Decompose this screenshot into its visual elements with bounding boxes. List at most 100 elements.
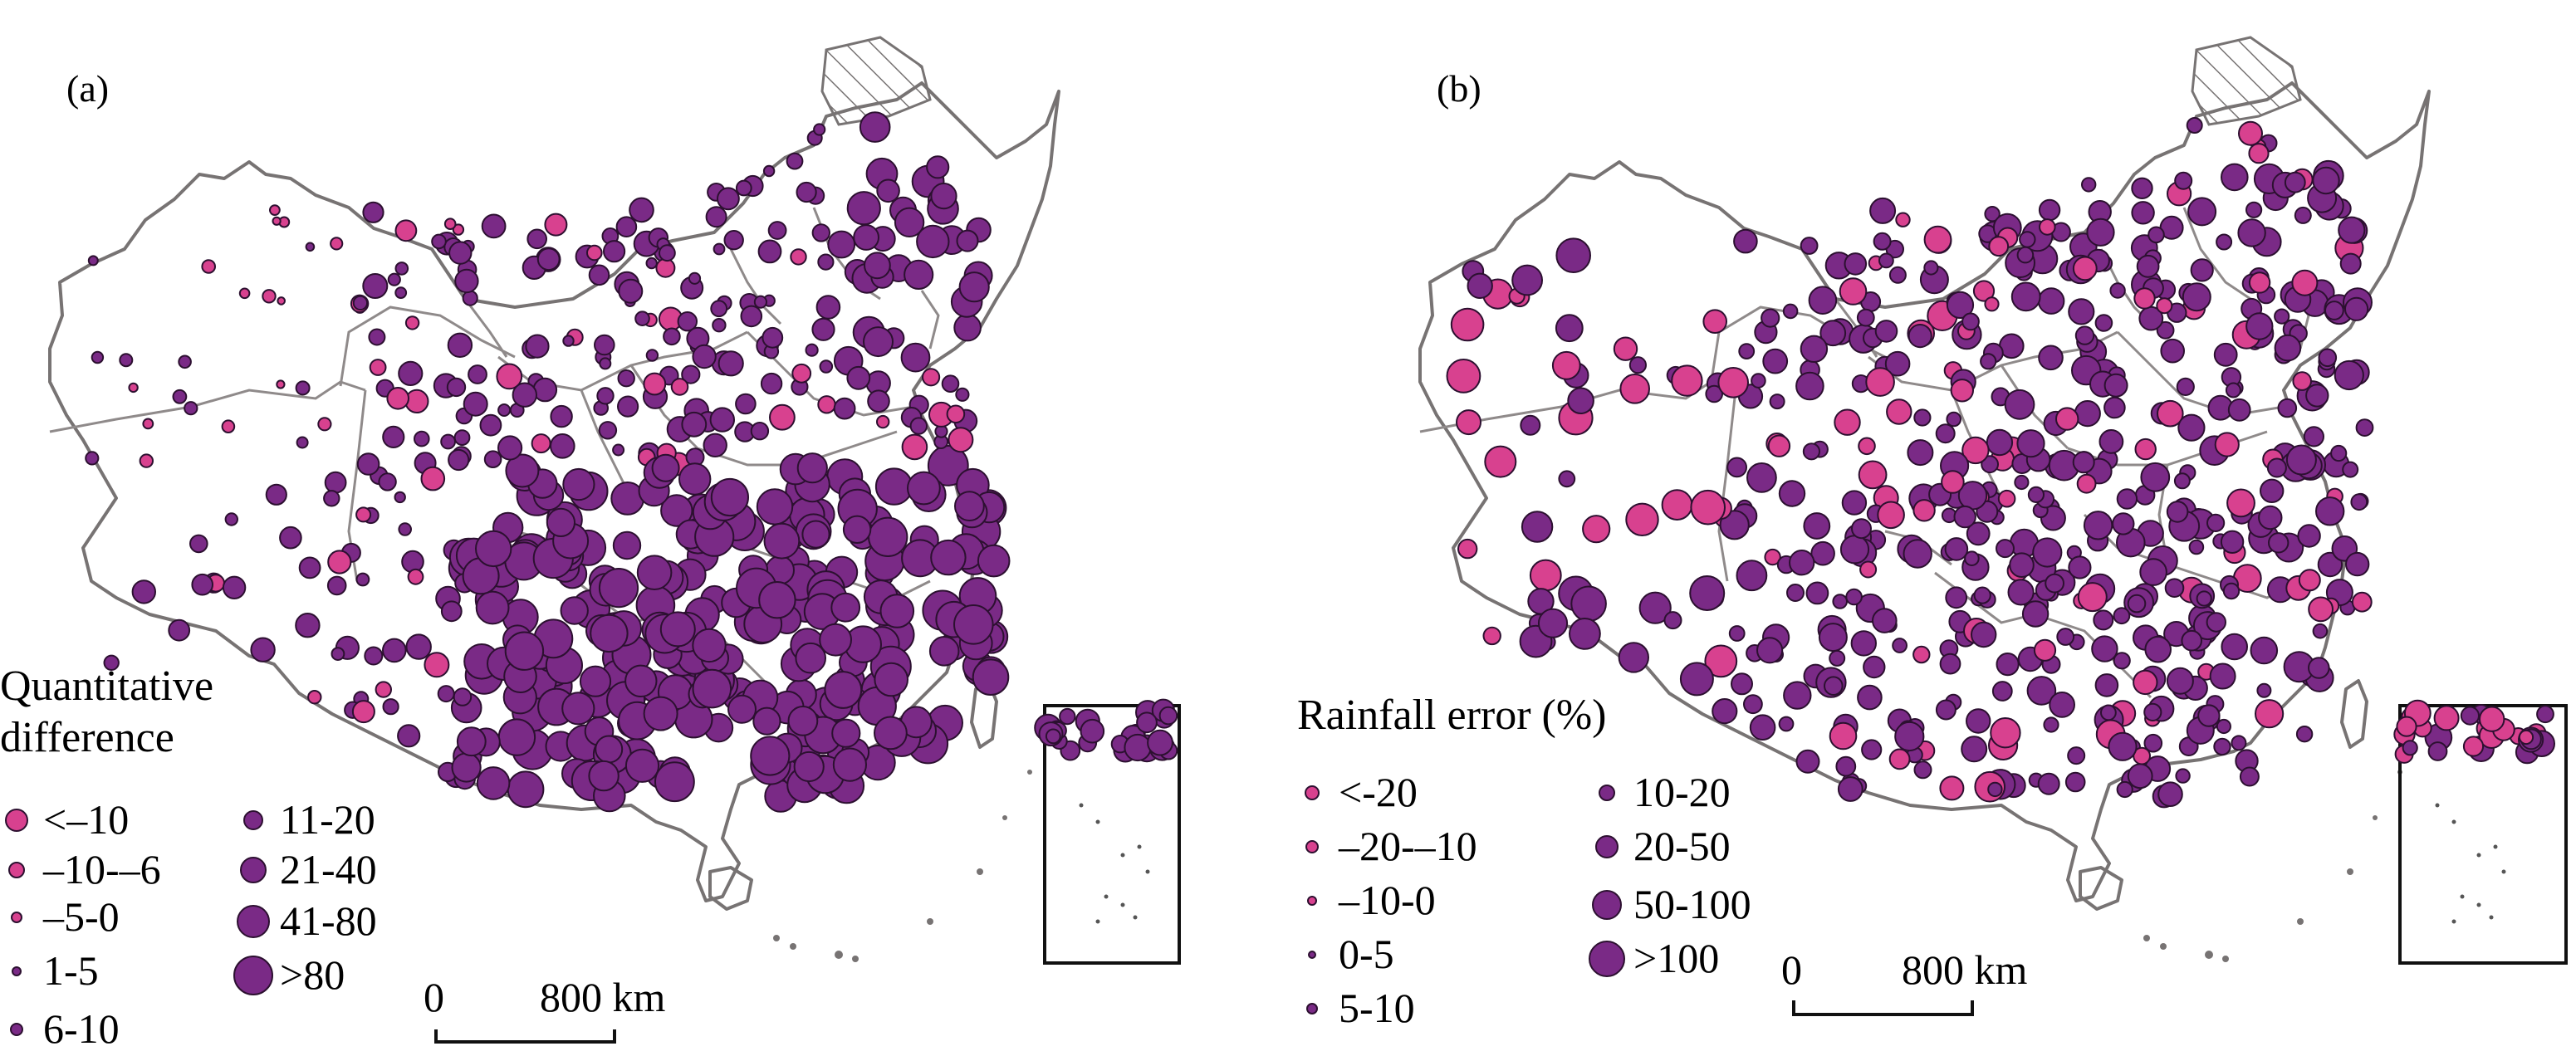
stations-b bbox=[1446, 117, 2374, 809]
island-dot bbox=[1133, 915, 1138, 920]
station-dot bbox=[440, 433, 456, 450]
station-dot bbox=[1912, 645, 1931, 664]
station-dot bbox=[763, 522, 801, 560]
station-dot bbox=[618, 278, 644, 304]
station-dot bbox=[1726, 457, 1748, 478]
island-dot bbox=[1095, 819, 1100, 824]
station-dot bbox=[279, 526, 302, 550]
station-dot bbox=[624, 748, 660, 783]
station-dot bbox=[131, 579, 157, 604]
station-dot bbox=[1829, 649, 1846, 667]
station-dot bbox=[2291, 269, 2319, 296]
station-dot bbox=[2026, 676, 2057, 706]
legend-swatch bbox=[1308, 951, 1316, 959]
station-dot bbox=[1912, 499, 1936, 522]
station-dot bbox=[643, 372, 667, 396]
station-dot bbox=[1894, 721, 1925, 752]
station-dot bbox=[2100, 704, 2117, 721]
station-dot bbox=[655, 257, 676, 278]
station-dot bbox=[1795, 749, 1820, 774]
station-dot bbox=[645, 257, 658, 270]
island-dot bbox=[1120, 853, 1125, 858]
station-dot bbox=[2231, 735, 2247, 751]
station-dot bbox=[815, 295, 841, 320]
station-dot bbox=[817, 253, 835, 271]
station-dot bbox=[536, 247, 561, 271]
station-dot bbox=[1939, 653, 1961, 675]
station-dot bbox=[1446, 359, 1481, 394]
station-dot bbox=[1756, 637, 1784, 664]
legend-swatch bbox=[1599, 785, 1615, 801]
station-dot bbox=[2209, 662, 2236, 690]
station-dot bbox=[2091, 635, 2118, 662]
station-dot bbox=[900, 342, 931, 373]
island-dot bbox=[1145, 869, 1150, 874]
station-dot bbox=[2160, 338, 2186, 364]
station-dot bbox=[596, 387, 615, 405]
station-dot bbox=[1824, 676, 1844, 697]
station-dot bbox=[2225, 382, 2241, 398]
station-dot bbox=[356, 452, 380, 476]
station-dot bbox=[1805, 581, 1829, 605]
station-dot bbox=[2255, 699, 2285, 729]
station-dot bbox=[796, 452, 828, 484]
station-dot bbox=[1869, 197, 1897, 224]
station-dot bbox=[2113, 607, 2131, 625]
station-dot bbox=[1529, 559, 1562, 592]
legend-swatch bbox=[1592, 890, 1622, 920]
station-dot bbox=[2284, 171, 2306, 193]
station-dot bbox=[1835, 755, 1857, 777]
map-panel-b: (b) Rainfall error (%) <-20 –20-–10 –10-0 0… bbox=[1297, 36, 2568, 1031]
station-dot bbox=[681, 364, 701, 384]
island-dot bbox=[2489, 915, 2494, 920]
station-dot bbox=[250, 637, 276, 662]
station-dot bbox=[1961, 736, 1988, 763]
station-dot bbox=[1456, 409, 1481, 436]
station-dot bbox=[930, 183, 957, 210]
station-dot bbox=[1783, 681, 1812, 710]
station-dot bbox=[678, 462, 712, 496]
station-dot bbox=[2112, 512, 2135, 535]
station-dot bbox=[296, 436, 309, 449]
station-dot bbox=[452, 223, 465, 236]
station-dot bbox=[1717, 367, 1750, 398]
station-dot bbox=[456, 726, 487, 757]
station-dot bbox=[191, 573, 213, 596]
station-dot bbox=[2157, 399, 2184, 428]
station-dot bbox=[692, 344, 717, 369]
station-dot bbox=[1845, 588, 1863, 606]
station-dot bbox=[740, 305, 763, 328]
station-dot bbox=[874, 716, 908, 750]
station-dot bbox=[142, 418, 154, 430]
station-dot bbox=[2268, 532, 2290, 554]
station-dot bbox=[1728, 625, 1746, 642]
station-dot bbox=[369, 359, 387, 376]
station-dot bbox=[1045, 728, 1061, 745]
station-dot bbox=[1877, 501, 1905, 530]
station-dot bbox=[757, 239, 782, 264]
station-dot bbox=[507, 770, 545, 809]
station-dot bbox=[394, 219, 418, 242]
station-dot bbox=[1482, 626, 1501, 646]
station-dot bbox=[305, 242, 316, 252]
station-dot bbox=[1903, 539, 1932, 569]
station-dot bbox=[953, 313, 982, 342]
station-dot bbox=[2064, 771, 2086, 793]
station-dot bbox=[634, 310, 650, 327]
station-dot bbox=[760, 372, 783, 395]
station-dot bbox=[2043, 716, 2059, 733]
station-dot bbox=[448, 448, 470, 472]
station-dot bbox=[1966, 708, 1991, 734]
station-dot bbox=[2109, 282, 2126, 299]
station-dot bbox=[355, 506, 372, 523]
station-dot bbox=[2166, 501, 2189, 523]
station-dot bbox=[2133, 287, 2156, 310]
station-dot bbox=[1923, 260, 1939, 276]
station-dot bbox=[688, 271, 702, 285]
station-dot bbox=[660, 494, 693, 527]
station-dot bbox=[1743, 694, 1763, 715]
station-dot bbox=[692, 628, 727, 663]
station-dot bbox=[1613, 336, 1638, 361]
station-dot bbox=[756, 488, 794, 526]
